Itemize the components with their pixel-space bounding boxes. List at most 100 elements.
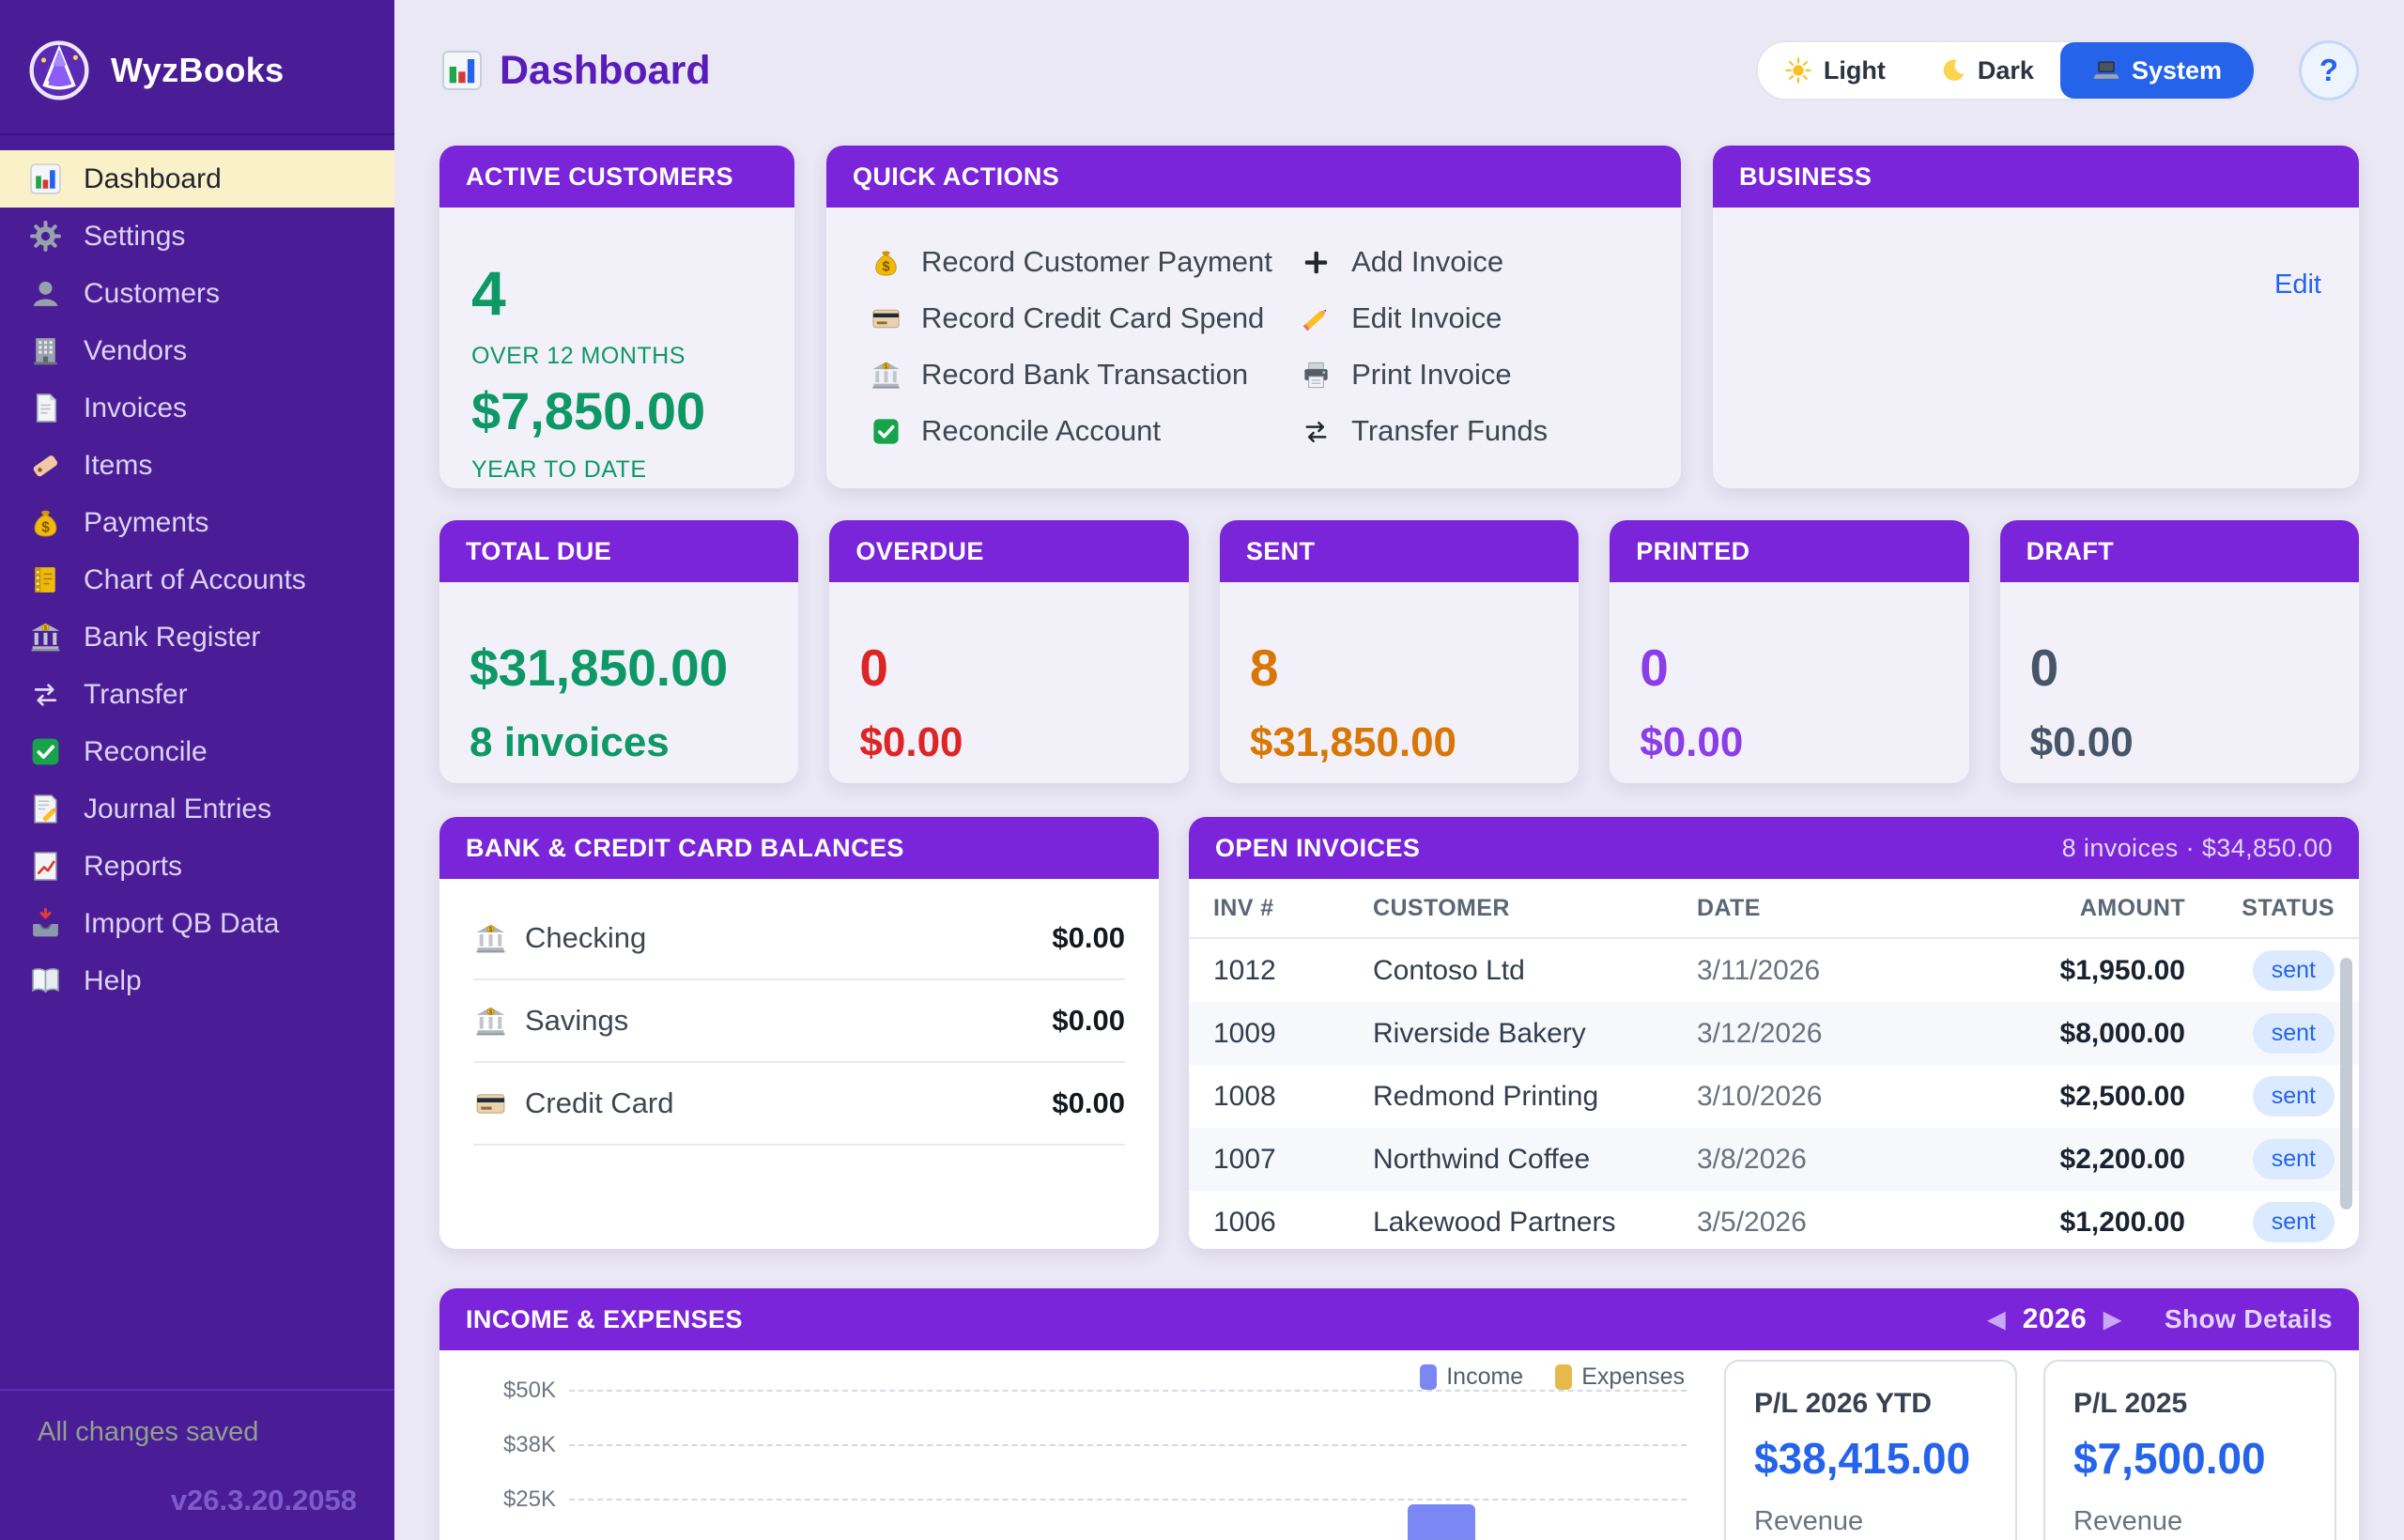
income-expenses-body: Income Expenses $50K $38K $25K P/L 2026 YT… <box>439 1350 2359 1540</box>
invoice-customer: Redmond Printing <box>1373 1080 1599 1112</box>
col-header-inv: INV # <box>1213 894 1274 921</box>
theme-option-icon <box>1784 56 1812 85</box>
theme-option-label: Dark <box>1977 55 2034 85</box>
invoice-number: 1009 <box>1213 1017 1276 1049</box>
open-invoices-header: OPEN INVOICES 8 invoices · $34,850.00 <box>1189 817 2359 879</box>
sidebar-item-label: Dashboard <box>84 162 222 194</box>
row-chart: INCOME & EXPENSES ◀ 2026 ▶ Show Details … <box>439 1288 2359 1540</box>
active-customers-amount-caption: YEAR TO DATE <box>471 456 647 483</box>
invoice-status-badge: sent <box>2252 1202 2335 1242</box>
chart-gridline: $50K <box>462 1378 1687 1404</box>
balance-row[interactable]: Checking $0.00 <box>473 898 1125 980</box>
sidebar-item-label: Reconcile <box>84 735 208 767</box>
sidebar-item-icon <box>28 677 63 712</box>
theme-option-label: System <box>2131 55 2222 85</box>
sidebar-item[interactable]: Reports <box>0 838 394 895</box>
balance-row[interactable]: Credit Card $0.00 <box>473 1063 1125 1146</box>
invoice-table-row[interactable]: 1008 Redmond Printing 3/10/2026 $2,500.0… <box>1189 1065 2359 1128</box>
app-brand: WyzBooks <box>0 0 394 133</box>
sidebar-item-icon <box>28 562 63 597</box>
theme-option-label: Light <box>1823 55 1886 85</box>
sidebar-item-label: Customers <box>84 277 221 309</box>
sidebar-item[interactable]: Import QB Data <box>0 895 394 952</box>
sidebar-item-icon <box>28 505 63 540</box>
balances-card: BANK & CREDIT CARD BALANCES Checking $0.… <box>439 817 1159 1249</box>
sidebar: WyzBooks Dashboard Settings Customers Ve… <box>0 0 394 1540</box>
invoice-table-header: INV # CUSTOMER DATE AMOUNT STATUS <box>1189 879 2359 939</box>
theme-option-icon <box>2092 56 2120 85</box>
invoice-table-row[interactable]: 1007 Northwind Coffee 3/8/2026 $2,200.00… <box>1189 1128 2359 1191</box>
next-year-button[interactable]: ▶ <box>2104 1306 2121 1332</box>
balance-account-icon <box>473 1004 508 1039</box>
balance-account-label: Credit Card <box>525 1086 674 1119</box>
quick-action[interactable]: Record Customer Payment <box>870 245 1300 279</box>
quick-actions-left: Record Customer Payment Record Credit Ca… <box>870 245 1300 448</box>
sidebar-item[interactable]: Customers <box>0 265 394 322</box>
invoice-amount: $2,200.00 <box>2059 1143 2185 1175</box>
sidebar-spacer <box>0 1009 394 1389</box>
theme-option[interactable]: System <box>2059 42 2254 99</box>
quick-action[interactable]: Reconcile Account <box>870 414 1300 448</box>
chart-bar-income <box>1408 1503 1476 1540</box>
invoice-status-badge: sent <box>2252 950 2335 991</box>
stat-card: OVERDUE 0 $0.00 <box>829 520 1189 783</box>
active-customers-amount: $7,850.00 <box>471 381 706 440</box>
sidebar-item[interactable]: Dashboard <box>0 150 394 208</box>
quick-actions-right: Add Invoice Edit Invoice Print Invoice T… <box>1300 245 1638 448</box>
quick-action-icon <box>1300 246 1333 279</box>
stat-value: $31,850.00 <box>470 639 729 697</box>
business-card: BUSINESS Edit <box>1713 146 2359 488</box>
show-details-link[interactable]: Show Details <box>2164 1304 2333 1333</box>
sidebar-item[interactable]: Transfer <box>0 666 394 723</box>
quick-action[interactable]: Add Invoice <box>1300 245 1638 279</box>
sidebar-item-icon <box>28 333 63 368</box>
help-button[interactable]: ? <box>2299 40 2359 100</box>
quick-action[interactable]: Record Credit Card Spend <box>870 301 1300 335</box>
stat-value: 0 <box>2029 639 2059 697</box>
pl-card: P/L 2026 YTD $38,415.00 Revenue $42,700.… <box>1724 1360 2017 1540</box>
col-header-customer: CUSTOMER <box>1373 894 1510 921</box>
invoice-amount: $8,000.00 <box>2059 1017 2185 1049</box>
sidebar-item[interactable]: Bank Register <box>0 608 394 666</box>
quick-actions-card: QUICK ACTIONS Record Customer Payment Re… <box>826 146 1681 488</box>
sidebar-item[interactable]: Settings <box>0 208 394 265</box>
invoice-table-scrollbar[interactable] <box>2340 958 2352 1209</box>
invoice-date: 3/11/2026 <box>1697 954 1821 986</box>
active-customers-count: 4 <box>471 258 506 328</box>
invoice-number: 1006 <box>1213 1206 1276 1238</box>
stat-subvalue: $0.00 <box>2029 719 2134 765</box>
business-body: Edit <box>1713 208 2359 488</box>
invoice-table-row[interactable]: 1006 Lakewood Partners 3/5/2026 $1,200.0… <box>1189 1191 2359 1249</box>
sidebar-item[interactable]: Invoices <box>0 379 394 437</box>
sidebar-item[interactable]: Payments <box>0 494 394 551</box>
balance-row[interactable]: Savings $0.00 <box>473 980 1125 1063</box>
quick-action-icon <box>1300 302 1333 335</box>
sidebar-item[interactable]: Journal Entries <box>0 780 394 838</box>
sidebar-item[interactable]: Vendors <box>0 322 394 379</box>
quick-action[interactable]: Edit Invoice <box>1300 301 1638 335</box>
invoice-amount: $1,200.00 <box>2059 1206 2185 1238</box>
sidebar-item[interactable]: Reconcile <box>0 723 394 780</box>
quick-action[interactable]: Record Bank Transaction <box>870 358 1300 392</box>
quick-action-label: Record Customer Payment <box>921 245 1272 278</box>
quick-action[interactable]: Transfer Funds <box>1300 414 1638 448</box>
row-invoice-stats: TOTAL DUE $31,850.00 8 invoices OVERDUE … <box>439 520 2360 783</box>
sidebar-item-label: Bank Register <box>84 621 261 653</box>
balance-account-label: Checking <box>525 921 647 954</box>
sidebar-item-label: Help <box>84 964 142 996</box>
sidebar-item[interactable]: Help <box>0 952 394 1009</box>
invoice-table-row[interactable]: 1009 Riverside Bakery 3/12/2026 $8,000.0… <box>1189 1002 2359 1065</box>
prev-year-button[interactable]: ◀ <box>1987 1306 2006 1332</box>
sidebar-item-label: Settings <box>84 220 186 252</box>
sidebar-item[interactable]: Chart of Accounts <box>0 551 394 608</box>
sidebar-item[interactable]: Items <box>0 437 394 494</box>
invoice-status-badge: sent <box>2252 1139 2335 1179</box>
theme-option[interactable]: Dark <box>1912 42 2060 99</box>
invoice-table-row[interactable]: 1012 Contoso Ltd 3/11/2026 $1,950.00 sen… <box>1189 939 2359 1002</box>
business-edit-link[interactable]: Edit <box>2274 270 2321 300</box>
business-header: BUSINESS <box>1713 146 2359 208</box>
quick-action[interactable]: Print Invoice <box>1300 358 1638 392</box>
quick-action-icon <box>870 302 902 335</box>
quick-action-label: Record Bank Transaction <box>921 358 1249 391</box>
theme-option[interactable]: Light <box>1758 42 1912 99</box>
